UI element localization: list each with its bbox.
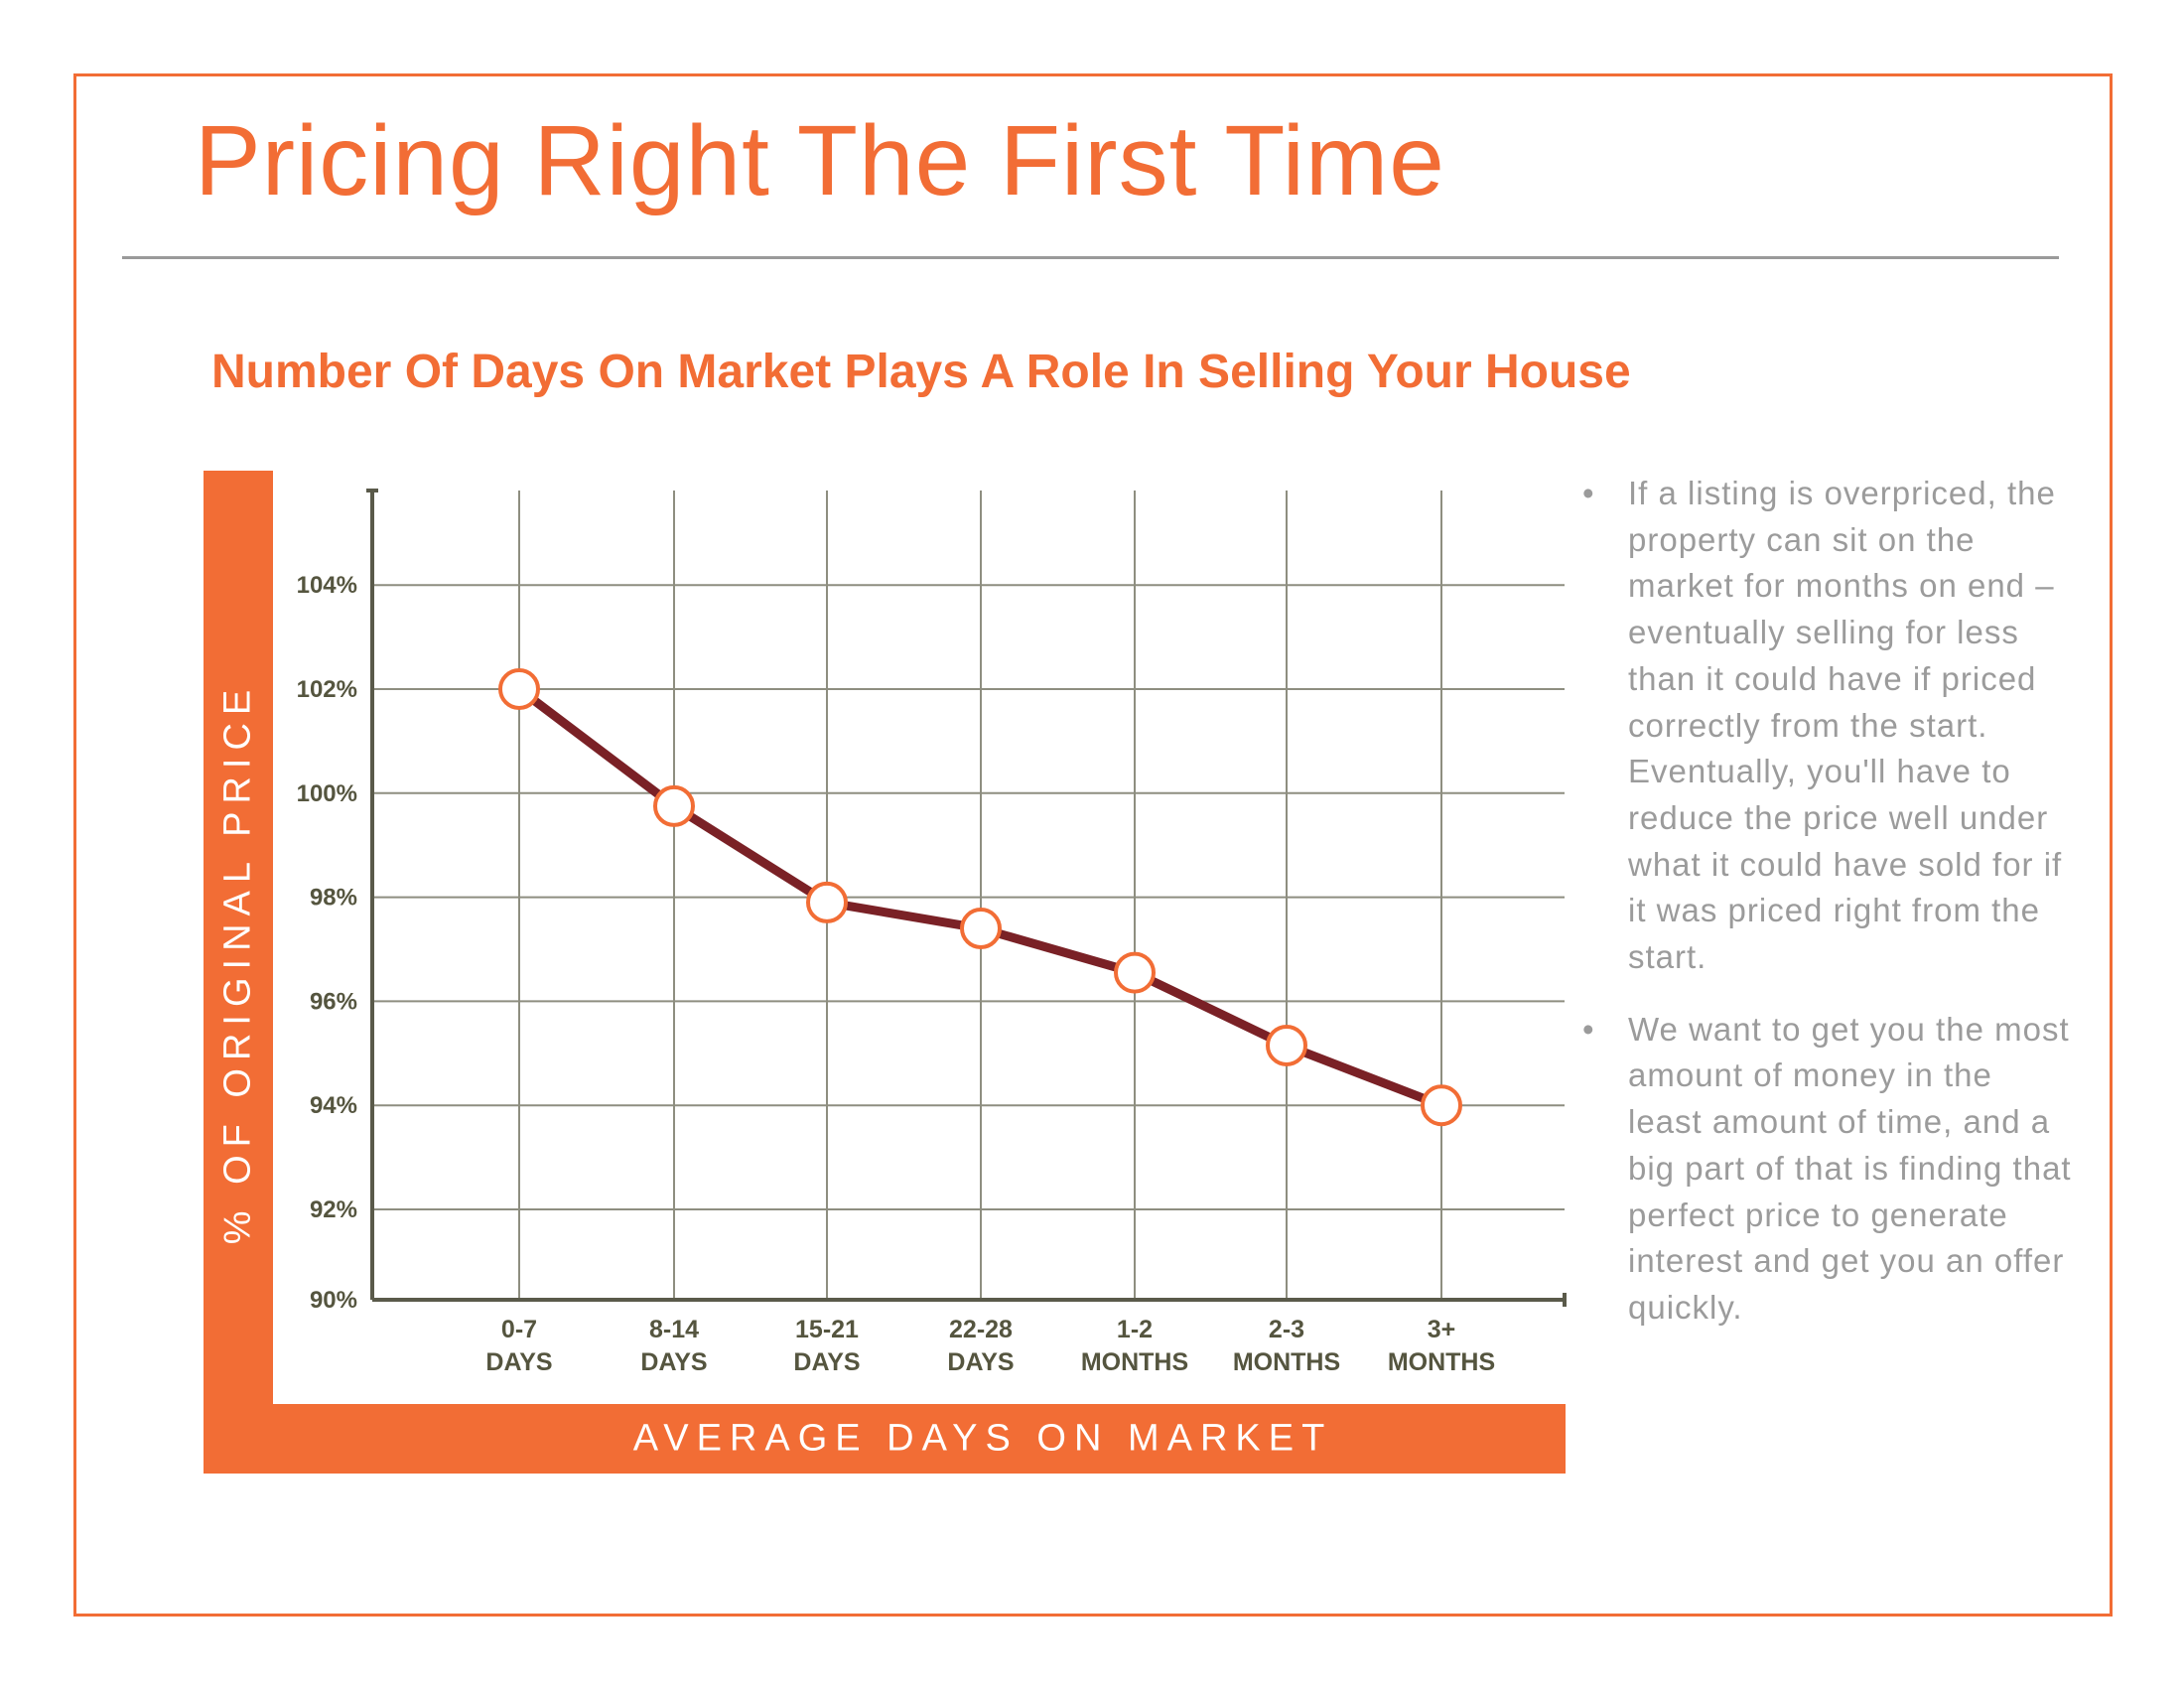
bullet-text: We want to get you the most amount of mo… — [1628, 1010, 2072, 1326]
y-tick-label: 98% — [310, 885, 357, 912]
y-tick-label: 100% — [297, 780, 357, 807]
page-frame — [73, 73, 2113, 1617]
x-tick-label: MONTHS — [1081, 1348, 1188, 1376]
bullet-text: If a listing is overpriced, the property… — [1628, 475, 2063, 976]
x-tick-label: 1-2 — [1117, 1316, 1153, 1343]
x-tick-label: 3+ — [1428, 1316, 1456, 1343]
data-point — [960, 908, 1002, 950]
x-tick-label: DAYS — [793, 1348, 860, 1376]
bullet-item: • We want to get you the most amount of m… — [1578, 1007, 2075, 1332]
chart-subtitle: Number Of Days On Market Plays A Role In… — [211, 346, 1631, 398]
y-tick-label: 104% — [297, 572, 357, 599]
x-tick-label: DAYS — [485, 1348, 552, 1376]
bullet-item: • If a listing is overpriced, the propert… — [1578, 471, 2075, 981]
y-tick-label: 92% — [310, 1196, 357, 1223]
y-tick-label: 96% — [310, 988, 357, 1015]
x-tick-label: 0-7 — [501, 1316, 537, 1343]
title-divider — [122, 256, 2059, 259]
x-tick-label: MONTHS — [1388, 1348, 1495, 1376]
bullet-icon: • — [1582, 475, 1595, 511]
page-title: Pricing Right The First Time — [195, 105, 1445, 216]
data-point — [1421, 1084, 1462, 1127]
x-tick-label: DAYS — [640, 1348, 707, 1376]
y-tick-label: 102% — [297, 676, 357, 703]
bullet-icon: • — [1582, 1010, 1595, 1048]
data-point — [1114, 951, 1156, 994]
data-point — [806, 881, 848, 923]
data-point — [498, 668, 540, 710]
data-point — [1266, 1024, 1307, 1066]
x-tick-label: 22-28 — [949, 1316, 1013, 1343]
x-tick-label: 8-14 — [649, 1316, 699, 1343]
y-tick-label: 90% — [310, 1287, 357, 1314]
y-tick-label: 94% — [310, 1092, 357, 1119]
data-point — [653, 784, 695, 827]
x-axis-label-band — [204, 1404, 1566, 1474]
x-tick-label: MONTHS — [1233, 1348, 1340, 1376]
y-axis-label-band — [204, 471, 273, 1474]
x-axis-title: AVERAGE DAYS ON MARKET — [632, 1417, 1333, 1460]
x-tick-label: 15-21 — [795, 1316, 859, 1343]
x-tick-label: DAYS — [947, 1348, 1014, 1376]
x-tick-label: 2-3 — [1269, 1316, 1304, 1343]
bullet-list: • If a listing is overpriced, the propert… — [1578, 471, 2075, 1357]
